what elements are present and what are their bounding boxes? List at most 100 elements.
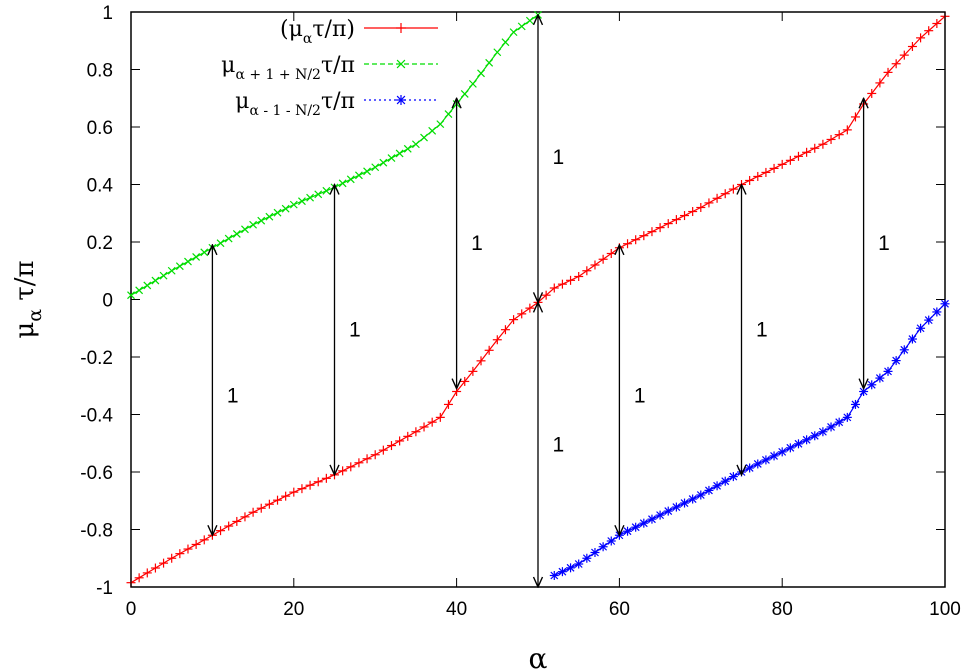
x-axis-label: α [529, 642, 548, 671]
data-point [127, 291, 135, 300]
data-point [492, 335, 502, 345]
data-point [891, 356, 901, 366]
data-point [785, 443, 795, 453]
data-point [509, 28, 518, 37]
arrow-label: 1 [471, 232, 483, 255]
data-point [728, 184, 738, 194]
data-point [785, 155, 795, 165]
data-point [867, 88, 877, 98]
data-point [298, 197, 306, 206]
arrow-label: 1 [553, 146, 565, 169]
data-point [264, 499, 274, 509]
data-point [362, 454, 372, 464]
data-point [549, 283, 559, 293]
data-point [720, 476, 730, 486]
data-point [623, 526, 633, 536]
legend: (ματ/π) μα + 1 + N/2τ/π μα - 1 - N/2τ/π [221, 17, 438, 119]
legend-marker [396, 23, 406, 33]
data-point [257, 216, 266, 225]
data-point [793, 439, 803, 449]
data-point [306, 193, 315, 202]
data-point [826, 134, 836, 144]
data-point [818, 139, 828, 149]
legend-label: μα + 1 + N/2τ/π [221, 53, 355, 83]
axes-layer: 0 20 40 60 80 100 -1 -0.8 -0.6 -0.4 -0.2 0 0.2 0.4 0.6… [10, 3, 961, 671]
x-tick-label: 60 [609, 599, 630, 620]
data-point [541, 290, 551, 300]
data-point [655, 223, 665, 233]
data-point [224, 234, 233, 243]
data-point [175, 262, 184, 271]
data-point [557, 567, 567, 577]
series-line [554, 303, 946, 577]
data-point [395, 149, 404, 158]
data-point [378, 445, 388, 455]
legend-entry-1: μα + 1 + N/2τ/π [221, 53, 438, 83]
data-point [395, 436, 405, 446]
data-point [525, 303, 535, 313]
data-point [338, 179, 347, 188]
data-point [428, 126, 437, 135]
data-point [232, 230, 241, 238]
data-point [582, 266, 592, 276]
data-point [704, 198, 714, 208]
data-point [704, 485, 714, 495]
data-point [151, 276, 160, 285]
data-point [728, 472, 738, 482]
series-2 [549, 299, 950, 580]
data-point [883, 67, 893, 77]
data-point [134, 573, 144, 583]
data-point [598, 542, 608, 552]
data-point [142, 568, 152, 578]
data-point [818, 427, 828, 437]
data-point [834, 417, 844, 427]
data-point [477, 69, 485, 78]
data-point [745, 175, 755, 185]
data-point [403, 431, 413, 441]
data-point [598, 254, 608, 264]
data-point [663, 219, 673, 229]
data-point [647, 227, 657, 237]
arrow-label: 1 [553, 433, 565, 456]
data-point [338, 466, 348, 476]
data-point [241, 225, 249, 234]
data-point [802, 435, 812, 445]
data-point [184, 257, 192, 266]
data-point [199, 535, 209, 545]
data-point [313, 477, 323, 487]
y-tick-label: 0 [102, 291, 113, 312]
data-point [281, 491, 291, 501]
data-point [354, 458, 364, 468]
data-point [899, 50, 909, 60]
data-point [371, 163, 380, 172]
data-point [500, 325, 510, 335]
arrow-label: 1 [634, 384, 646, 407]
data-point [875, 373, 885, 383]
data-point [476, 356, 486, 366]
data-point [761, 167, 771, 177]
data-point [517, 22, 526, 31]
legend-swatch [364, 95, 438, 105]
data-point [200, 248, 209, 257]
data-point [850, 112, 860, 122]
data-point [321, 473, 331, 483]
x-tick-label: 100 [929, 599, 961, 620]
y-tick-label: 0.2 [87, 233, 113, 254]
arrow-label: 1 [227, 384, 239, 407]
data-point [761, 455, 771, 465]
y-tick-label: -0.2 [80, 348, 113, 369]
data-point [150, 563, 160, 573]
data-point [305, 480, 315, 490]
data-point [631, 235, 641, 245]
data-point [932, 307, 942, 317]
data-point [403, 144, 412, 153]
legend-entry-0: (ματ/π) [280, 17, 438, 47]
x-tick-label: 0 [126, 599, 137, 620]
legend-marker [396, 59, 406, 69]
data-point [183, 544, 193, 554]
data-point [525, 16, 534, 25]
data-point [810, 431, 820, 441]
data-point [924, 26, 934, 36]
data-point [590, 260, 600, 270]
data-point [802, 147, 812, 157]
